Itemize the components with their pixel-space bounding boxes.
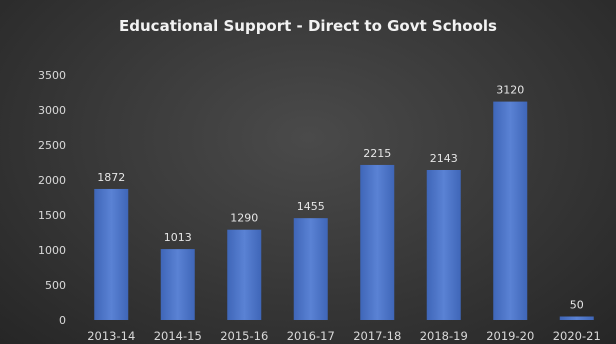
bar-2013-14 (94, 188, 129, 320)
y-tick-label: 1500 (38, 209, 66, 222)
chart-title: Educational Support - Direct to Govt Sch… (119, 17, 497, 35)
data-label: 1455 (297, 200, 325, 213)
bar-2018-19 (426, 169, 461, 320)
data-label: 3120 (496, 84, 524, 97)
x-tick-label: 2017-18 (353, 329, 401, 343)
x-tick-label: 2016-17 (287, 329, 335, 343)
y-tick-label: 2000 (38, 174, 66, 187)
data-label: 1290 (230, 212, 258, 225)
x-tick-label: 2013-14 (87, 329, 135, 343)
x-tick-label: 2015-16 (220, 329, 268, 343)
bar-2017-18 (360, 164, 395, 320)
y-tick-label: 3000 (38, 104, 66, 117)
x-axis: 2013-14 2014-15 2015-16 2016-17 2017-18 2018-… (87, 329, 601, 343)
y-tick-label: 2500 (38, 139, 66, 152)
x-tick-label: 2018-19 (420, 329, 468, 343)
y-tick-label: 3500 (38, 69, 66, 82)
bar-2020-21 (559, 316, 594, 320)
y-tick-label: 1000 (38, 244, 66, 257)
bar-2015-16 (227, 229, 262, 320)
data-label: 2143 (430, 152, 458, 165)
x-tick-label: 2014-15 (154, 329, 202, 343)
data-label: 2215 (363, 147, 391, 160)
x-tick-label: 2019-20 (486, 329, 534, 343)
data-label: 1872 (97, 171, 125, 184)
y-tick-label: 0 (59, 314, 66, 327)
data-labels-group: 1872 1013 1290 1455 2215 2143 3120 50 (97, 84, 584, 312)
bar-2016-17 (293, 218, 328, 320)
y-axis: 0 500 1000 1500 2000 2500 3000 3500 (38, 69, 66, 327)
bar-2014-15 (160, 249, 195, 320)
data-label: 50 (570, 299, 584, 312)
y-tick-label: 500 (45, 279, 66, 292)
bars-group (94, 101, 594, 320)
data-label: 1013 (164, 231, 192, 244)
bar-2019-20 (493, 101, 528, 320)
x-tick-label: 2020-21 (553, 329, 601, 343)
